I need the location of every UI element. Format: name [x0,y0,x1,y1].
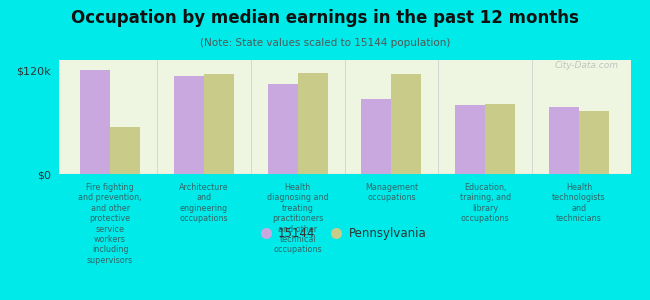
Text: Occupation by median earnings in the past 12 months: Occupation by median earnings in the pas… [71,9,579,27]
Bar [485,104,515,174]
Bar [549,106,579,174]
Bar [579,111,609,174]
Text: (Note: State values scaled to 15144 population): (Note: State values scaled to 15144 popu… [200,38,450,47]
Legend: 15144, Pennsylvania: 15144, Pennsylvania [257,221,432,246]
Bar [268,84,298,174]
Text: City-Data.com: City-Data.com [555,61,619,70]
Bar [204,74,234,174]
Bar [298,73,328,174]
Bar [80,70,110,174]
Bar [455,105,485,174]
Bar [174,76,204,174]
Bar [110,128,140,174]
Bar [361,99,391,174]
Bar [391,74,421,174]
